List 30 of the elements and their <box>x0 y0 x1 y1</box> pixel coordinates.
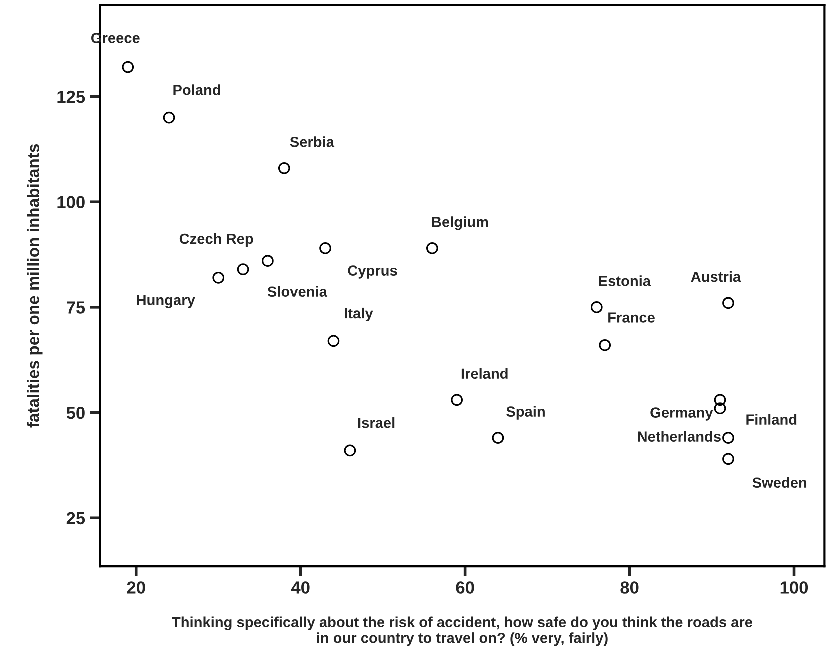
annotation: Ireland <box>462 368 508 380</box>
annotation: Slovenia <box>268 286 328 298</box>
annotation: Germany <box>650 408 714 421</box>
annotation: Spain <box>506 406 545 420</box>
annotation: Italy <box>345 308 374 322</box>
x-axis-title: Thinking specifically about the risk of accident, how safe do you think the roads are in our country to travel on? (% very, fairly) <box>172 616 752 646</box>
x-tick-label: 80 <box>620 582 639 594</box>
y-tick-label: 25 <box>66 512 86 525</box>
annotation: Netherlands <box>638 431 721 442</box>
annotation: Czech Rep <box>180 233 254 248</box>
x-tick-label: 40 <box>291 582 310 594</box>
y-axis-title: fatalities per one million inhabitants <box>27 144 43 428</box>
annotation: Austria <box>691 271 742 282</box>
y-tick-label: 100 <box>58 196 85 209</box>
annotation: Cyprus <box>348 266 398 279</box>
y-tick-label: 75 <box>67 302 86 314</box>
x-tick-label: 20 <box>127 582 146 594</box>
x-tick-label: 100 <box>780 582 808 594</box>
annotation: Estonia <box>599 276 652 286</box>
annotation: Finland <box>746 414 797 425</box>
x-tick-label: 60 <box>456 582 474 594</box>
annotation: Hungary <box>137 295 196 308</box>
y-tick-label: 125 <box>58 90 86 104</box>
annotation: France <box>608 312 655 323</box>
annotation: Serbia <box>290 136 335 148</box>
annotation: Israel <box>358 418 395 428</box>
y-tick-label: 50 <box>66 406 85 420</box>
annotation: Sweden <box>752 477 807 488</box>
annotation: Belgium <box>432 216 488 230</box>
annotation: Poland <box>174 84 220 96</box>
